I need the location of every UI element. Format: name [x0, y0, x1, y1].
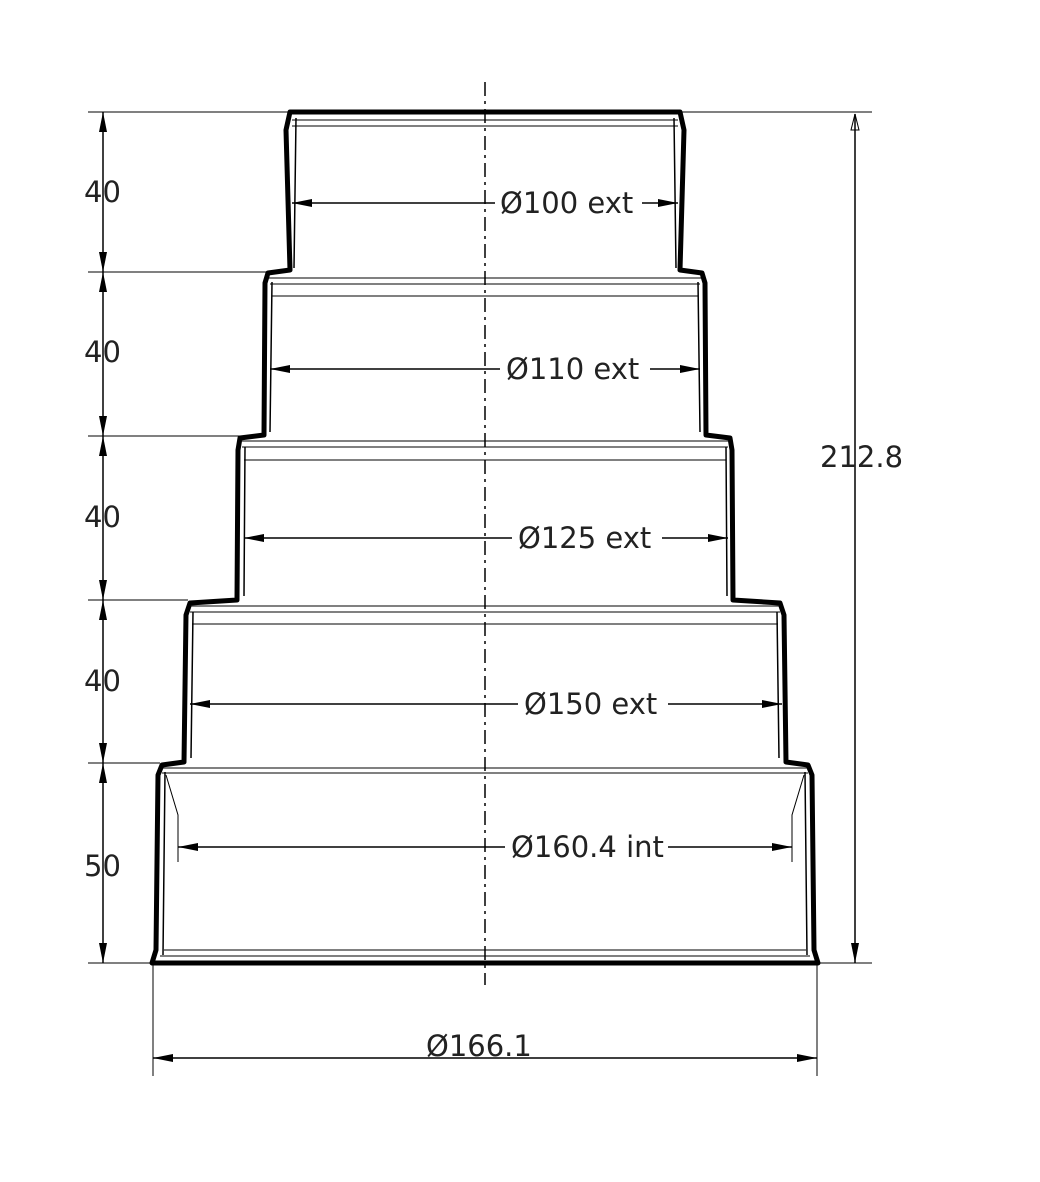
label-d150: Ø150 ext	[524, 687, 657, 721]
reducer-outline	[149, 109, 821, 966]
label-height-4: 40	[84, 664, 121, 698]
label-d100: Ø100 ext	[500, 186, 633, 220]
label-base-diameter: Ø166.1	[426, 1029, 532, 1063]
reducer-inner-wall	[162, 117, 808, 956]
label-d125: Ø125 ext	[518, 521, 651, 555]
label-height-1: 40	[84, 175, 121, 209]
label-d160: Ø160.4 int	[511, 830, 664, 864]
label-total-height: 212.8	[820, 440, 903, 474]
rim-lines	[160, 119, 810, 957]
extension-lines	[88, 111, 872, 1076]
label-height-5: 50	[84, 849, 121, 883]
label-height-3: 40	[84, 500, 121, 534]
label-height-2: 40	[84, 335, 121, 369]
label-d110: Ø110 ext	[506, 352, 639, 386]
